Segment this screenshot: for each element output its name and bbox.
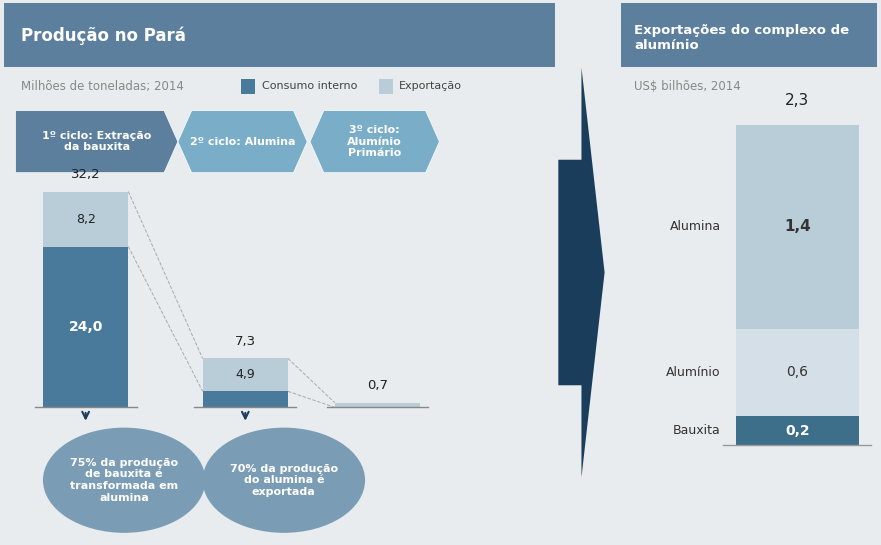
Text: 0,2: 0,2	[785, 423, 810, 438]
Text: 0,7: 0,7	[367, 379, 388, 392]
Polygon shape	[16, 111, 178, 173]
FancyBboxPatch shape	[203, 359, 288, 391]
Text: Exportações do complexo de
alumínio: Exportações do complexo de alumínio	[634, 24, 849, 52]
Polygon shape	[559, 68, 604, 477]
FancyBboxPatch shape	[4, 3, 555, 68]
FancyBboxPatch shape	[736, 416, 859, 445]
Text: 32,2: 32,2	[70, 168, 100, 181]
Text: Consumo interno: Consumo interno	[262, 81, 357, 92]
FancyBboxPatch shape	[736, 125, 859, 329]
Text: Exportação: Exportação	[399, 81, 463, 92]
Text: 24,0: 24,0	[69, 320, 103, 334]
Text: 75% da produção
de bauxita é
transformada em
alumina: 75% da produção de bauxita é transformad…	[70, 458, 178, 502]
FancyBboxPatch shape	[43, 191, 129, 246]
FancyBboxPatch shape	[736, 329, 859, 416]
Text: 1º ciclo: Extração
da bauxita: 1º ciclo: Extração da bauxita	[42, 131, 152, 153]
FancyBboxPatch shape	[43, 246, 129, 408]
Text: Alumina: Alumina	[670, 220, 721, 233]
Text: Milhões de toneladas; 2014: Milhões de toneladas; 2014	[21, 80, 184, 93]
Text: 7,3: 7,3	[234, 335, 255, 348]
FancyBboxPatch shape	[335, 403, 420, 408]
Text: Alumínio: Alumínio	[666, 366, 721, 379]
FancyBboxPatch shape	[241, 79, 255, 94]
FancyBboxPatch shape	[379, 79, 393, 94]
Text: 2,3: 2,3	[785, 94, 810, 108]
Text: 4,9: 4,9	[235, 368, 255, 381]
Text: 0,6: 0,6	[787, 365, 809, 379]
Ellipse shape	[203, 428, 365, 533]
Text: 70% da produção
do alumina é
exportada: 70% da produção do alumina é exportada	[230, 464, 338, 497]
Text: 3º ciclo:
Alumínio
Primário: 3º ciclo: Alumínio Primário	[347, 125, 402, 158]
Text: 2º ciclo: Alumina: 2º ciclo: Alumina	[189, 137, 295, 147]
FancyBboxPatch shape	[621, 3, 877, 68]
Text: Bauxita: Bauxita	[673, 424, 721, 437]
Polygon shape	[310, 111, 440, 173]
Text: US$ bilhões, 2014: US$ bilhões, 2014	[634, 80, 741, 93]
Text: 1,4: 1,4	[784, 219, 811, 234]
Ellipse shape	[43, 428, 205, 533]
Text: 8,2: 8,2	[76, 213, 95, 226]
FancyBboxPatch shape	[203, 391, 288, 408]
Polygon shape	[178, 111, 307, 173]
Text: Produção no Pará: Produção no Pará	[21, 27, 186, 45]
